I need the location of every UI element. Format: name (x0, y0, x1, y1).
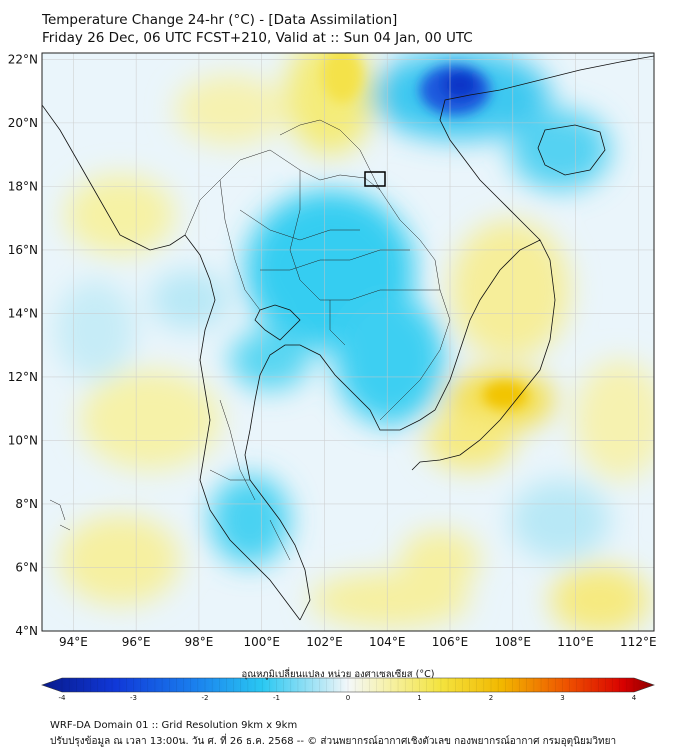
colorbar: -4 -3 -2 -1 0 1 2 3 4 (41, 677, 655, 702)
colorbar-tick-label: 1 (417, 694, 421, 702)
lat-label: 16°N (8, 243, 38, 257)
footer-model-info: WRF-DA Domain 01 :: Grid Resolution 9km … (50, 720, 298, 731)
admin-borders (49, 119, 451, 561)
lon-label: 94°E (59, 635, 88, 649)
longitude-labels: 94°E 96°E 98°E 100°E 102°E 104°E 106°E 108°E 110… (59, 635, 657, 649)
coastlines (42, 55, 654, 621)
lat-label: 14°N (8, 306, 38, 320)
lon-label: 110°E (557, 635, 594, 649)
lat-label: 12°N (8, 370, 38, 384)
lon-label: 112°E (620, 635, 657, 649)
colorbar-tick-label: -1 (273, 694, 280, 702)
colorbar-tick-label: 0 (346, 694, 350, 702)
lon-label: 104°E (369, 635, 406, 649)
lat-label: 20°N (8, 116, 38, 130)
lat-label: 18°N (8, 179, 38, 193)
colorbar-tick-label: -3 (130, 694, 137, 702)
colorbar-tick-label: 4 (632, 694, 637, 702)
lon-label: 98°E (184, 635, 213, 649)
lat-label: 10°N (8, 433, 38, 447)
graticule (42, 53, 654, 631)
lat-label: 6°N (15, 560, 38, 574)
map-title: Temperature Change 24-hr (°C) - [Data As… (42, 12, 398, 28)
lon-label: 106°E (432, 635, 469, 649)
lat-label: 22°N (8, 52, 38, 66)
lon-label: 102°E (306, 635, 343, 649)
colorbar-tick-label: 2 (489, 694, 493, 702)
field-layer (42, 53, 654, 631)
colorbar-label: อุณหภูมิเปลี่ยนแปลง หน่วย องศาเซลเซียส (… (241, 669, 435, 680)
lat-label: 4°N (15, 624, 38, 638)
map-subtitle: Friday 26 Dec, 06 UTC FCST+210, Valid at… (42, 30, 473, 46)
lon-label: 108°E (495, 635, 532, 649)
lon-label: 100°E (243, 635, 280, 649)
map-frame (41, 52, 655, 632)
lat-label: 8°N (15, 497, 38, 511)
colorbar-tick-label: -4 (59, 694, 67, 702)
colorbar-tick-label: -2 (202, 694, 209, 702)
lon-label: 96°E (122, 635, 151, 649)
colorbar-tick-label: 3 (560, 694, 564, 702)
latitude-labels: 22°N 20°N 18°N 16°N 14°N 12°N 10°N 8°N 6°N 4°N (8, 52, 38, 638)
footer-credit: ปรับปรุงข้อมูล ณ เวลา 13:00น. วัน ศ. ที่… (50, 736, 617, 747)
